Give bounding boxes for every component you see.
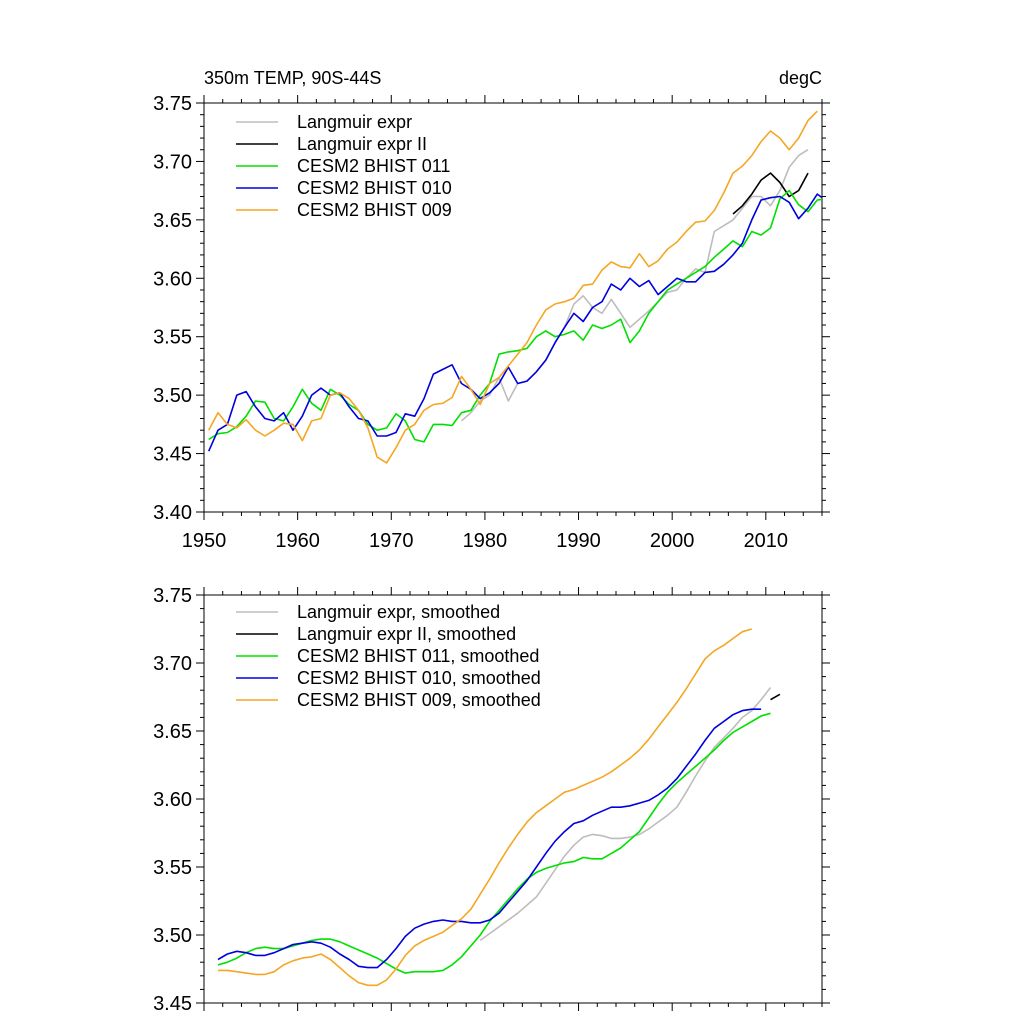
legend-label: Langmuir expr II xyxy=(297,134,427,154)
y-tick-label: 3.70 xyxy=(153,151,192,173)
y-tick-label: 3.70 xyxy=(153,653,192,675)
series-line-langmuir-expr-ii xyxy=(732,172,809,215)
x-tick-label: 2000 xyxy=(650,530,695,552)
legend-label: CESM2 BHIST 010, smoothed xyxy=(297,668,541,688)
y-tick-label: 3.45 xyxy=(153,993,192,1015)
x-tick-label: 1970 xyxy=(369,530,414,552)
series-line-cesm2-bhist-011 xyxy=(208,189,822,443)
x-tick-label: 1950 xyxy=(182,530,227,552)
y-tick-label: 3.60 xyxy=(153,789,192,811)
x-ticks-1 xyxy=(203,587,823,1011)
legend-label: CESM2 BHIST 010 xyxy=(297,178,452,198)
y-tick-label: 3.50 xyxy=(153,925,192,947)
series-line-langmuir-expr xyxy=(460,149,809,422)
y-tick-label: 3.75 xyxy=(153,585,192,607)
plot-frame-0 xyxy=(203,102,823,513)
legend-label: CESM2 BHIST 011, smoothed xyxy=(297,646,539,666)
y-tick-label: 3.55 xyxy=(153,857,192,879)
y-tick-label: 3.55 xyxy=(153,327,192,349)
legend-label: Langmuir expr II, smoothed xyxy=(297,624,516,644)
x-tick-label: 1980 xyxy=(463,530,508,552)
y-ticks-0 xyxy=(196,102,830,513)
series-line-cesm2-bhist-010 xyxy=(207,193,822,452)
series-group-1 xyxy=(217,628,781,987)
series-line-langmuir-expr-ii-smoothed xyxy=(770,693,781,701)
y-tick-label: 3.65 xyxy=(153,210,192,232)
legend-label: CESM2 BHIST 009 xyxy=(297,200,452,220)
x-ticks-0 xyxy=(203,95,823,520)
series-line-cesm2-bhist-009 xyxy=(207,110,818,464)
series-line-cesm2-bhist-011-smoothed xyxy=(217,712,771,974)
y-tick-label: 3.45 xyxy=(153,444,192,466)
y-tick-label: 3.40 xyxy=(153,502,192,524)
legend-label: CESM2 BHIST 009, smoothed xyxy=(297,690,541,710)
y-ticks-1 xyxy=(196,594,830,1004)
series-line-langmuir-expr-smoothed xyxy=(479,687,772,942)
series-line-cesm2-bhist-010-smoothed xyxy=(217,708,762,969)
legend-label: CESM2 BHIST 011 xyxy=(297,156,450,176)
top-panel-units: degC xyxy=(779,68,822,88)
series-line-cesm2-bhist-009-smoothed xyxy=(218,628,753,987)
x-tick-label: 1960 xyxy=(275,530,320,552)
bottom-panel: 3.45 3.50 3.55 3.60 3.65 3.70 3.75 Langmuir exp… xyxy=(153,585,830,1015)
y-tick-label: 3.60 xyxy=(153,268,192,290)
legend-label: Langmuir expr xyxy=(297,112,412,132)
top-panel-title: 350m TEMP, 90S-44S xyxy=(204,68,381,88)
y-tick-label: 3.65 xyxy=(153,721,192,743)
series-group-0 xyxy=(207,110,822,464)
top-panel: 350m TEMP, 90S-44S degC 3.40 3.45 3.50 3.55… xyxy=(153,68,830,552)
x-tick-label: 1990 xyxy=(556,530,601,552)
legend-label: Langmuir expr, smoothed xyxy=(297,602,500,622)
x-tick-label: 2010 xyxy=(744,530,789,552)
y-tick-label: 3.75 xyxy=(153,93,192,115)
y-tick-label: 3.50 xyxy=(153,385,192,407)
